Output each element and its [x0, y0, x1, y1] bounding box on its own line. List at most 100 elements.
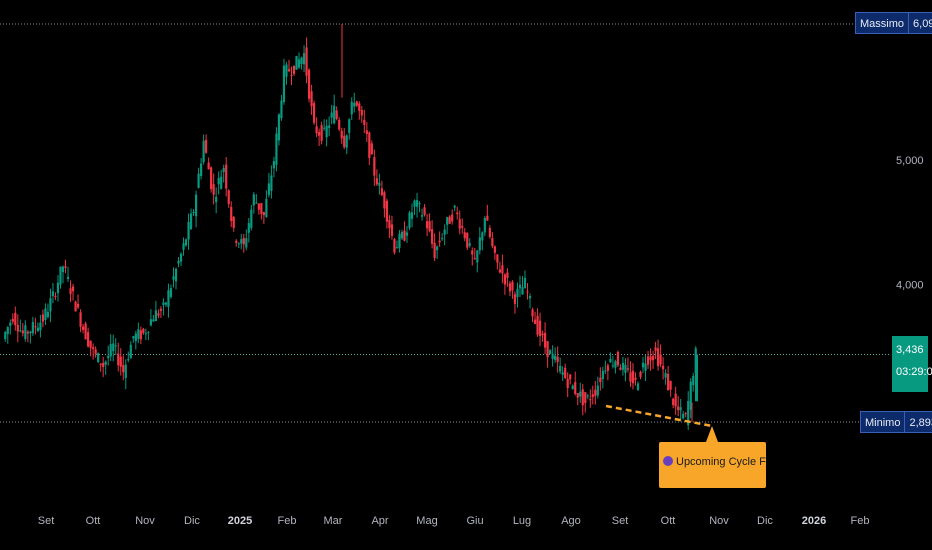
candle-body	[451, 214, 454, 222]
candle-body	[16, 324, 19, 332]
x-tick-label: Ott	[661, 515, 676, 527]
candle-body	[112, 343, 115, 352]
candle-body	[46, 311, 50, 318]
candle-body	[420, 215, 424, 217]
candle-body	[368, 132, 371, 158]
candle-body	[418, 203, 421, 205]
candle-body	[624, 364, 627, 373]
candle-body	[134, 333, 137, 342]
candle-body	[189, 213, 193, 230]
candle-body	[94, 349, 97, 354]
candle-body	[692, 375, 695, 386]
candle-body	[172, 276, 175, 280]
candle-body	[491, 237, 494, 247]
candle-body	[29, 331, 32, 334]
candle-body	[383, 192, 386, 209]
candle-body	[6, 327, 9, 334]
candle-body	[79, 312, 82, 327]
candle-body	[388, 219, 391, 229]
candle-body	[227, 190, 230, 205]
candle-body	[69, 288, 72, 295]
candle-body	[458, 219, 461, 229]
candle-body	[154, 310, 158, 321]
candle-body	[679, 407, 682, 411]
candle-body	[280, 100, 283, 119]
candle-body	[205, 139, 208, 153]
candle-body	[144, 333, 147, 335]
candle-body	[423, 207, 426, 215]
candle-body	[305, 47, 308, 76]
candle-body	[584, 392, 587, 404]
candle-body	[511, 281, 514, 291]
max-value: 6,092	[909, 12, 932, 34]
candle-body	[312, 103, 316, 123]
candle-body	[556, 356, 559, 362]
forecast-callout[interactable]: Upcoming Cycle Forecast:	[659, 442, 766, 488]
candle-body	[265, 198, 268, 217]
candle-body	[523, 277, 527, 288]
candle-body	[307, 69, 311, 99]
forecast-label: Upcoming Cycle Forecast:	[676, 456, 766, 468]
x-tick-label: Set	[38, 515, 55, 527]
candle-body	[358, 103, 361, 111]
candle-body	[21, 330, 24, 334]
candle-body	[328, 125, 331, 128]
candle-body	[576, 393, 579, 398]
candle-body	[230, 206, 233, 222]
candle-body	[348, 119, 351, 133]
candle-body	[76, 303, 80, 308]
candle-body	[589, 399, 592, 401]
candle-body	[179, 253, 183, 262]
candle-body	[51, 291, 55, 296]
candle-body	[436, 246, 439, 251]
candle-body	[34, 326, 37, 328]
candle-body	[272, 161, 276, 169]
candle-body	[468, 243, 471, 246]
candle-body	[292, 65, 296, 74]
candle-body	[300, 57, 303, 65]
candle-body	[438, 240, 441, 243]
x-tick-label: 2025	[228, 515, 252, 527]
candle-body	[119, 356, 122, 367]
candle-body	[503, 274, 507, 285]
candle-body	[117, 353, 120, 366]
x-tick-label: Feb	[851, 515, 870, 527]
candle-body	[498, 269, 501, 273]
min-label: Minimo	[860, 411, 906, 433]
candle-body	[9, 322, 12, 326]
candle-body	[609, 358, 612, 363]
candle-body	[669, 380, 672, 390]
candle-body	[182, 243, 185, 250]
candle-body	[528, 296, 532, 299]
candle-body	[496, 254, 499, 263]
candle-body	[350, 101, 353, 115]
x-tick-label: Apr	[371, 515, 388, 527]
candle-body	[217, 177, 220, 185]
candle-body	[177, 260, 180, 264]
candle-body	[11, 318, 14, 322]
candle-body	[270, 175, 273, 191]
candle-body	[636, 383, 640, 391]
candle-body	[277, 114, 281, 141]
candle-body	[81, 326, 85, 330]
candle-body	[674, 393, 677, 407]
candle-body	[220, 176, 223, 189]
last-price-tag: 3,436 03:29:07	[892, 336, 932, 392]
candle-body	[448, 216, 451, 224]
candle-body	[295, 55, 298, 70]
candle-body	[142, 328, 145, 334]
x-tick-label: Dic	[184, 515, 200, 527]
candle-body	[639, 371, 642, 377]
candle-body	[159, 308, 163, 311]
candle-body	[473, 258, 476, 260]
candle-body	[466, 232, 469, 248]
candle-body	[413, 200, 416, 207]
candle-body	[654, 347, 657, 351]
candle-body	[84, 323, 87, 340]
candle-body	[554, 355, 557, 360]
candle-body	[398, 234, 401, 248]
candle-body	[365, 130, 368, 135]
candle-body	[561, 372, 564, 375]
